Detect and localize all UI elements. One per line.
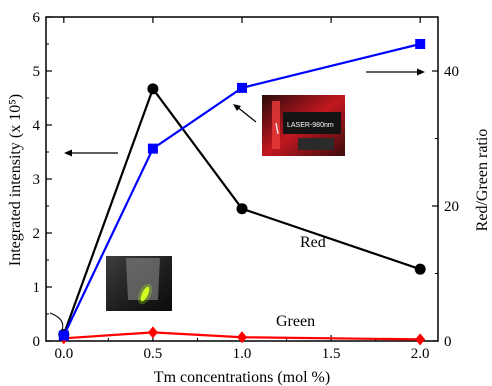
x-tick-label: 2.0 xyxy=(411,346,430,362)
right-y-tick-label: 20 xyxy=(444,199,459,215)
left-y-tick-label: 1 xyxy=(33,280,41,296)
x-tick-label: 0.0 xyxy=(54,346,73,362)
right-y-axis-label: Red/Green ratio xyxy=(474,129,491,232)
axis-ticks: 0.0 0.5 1.0 1.5 2.0 0 1 2 3 4 5 6 0 20 40 xyxy=(33,10,460,362)
red-emission-inset: LASER-980nm xyxy=(262,95,345,156)
left-y-tick-label: 5 xyxy=(33,64,41,80)
x-tick-label: 1.5 xyxy=(322,346,341,362)
left-y-tick-label: 6 xyxy=(33,10,41,26)
left-y-tick-label: 3 xyxy=(33,172,41,188)
right-y-tick-label: 0 xyxy=(444,334,452,350)
data-point-ratio xyxy=(415,39,426,49)
series-label-green: Green xyxy=(276,313,315,330)
series-line-red xyxy=(62,86,421,335)
series-line-ratio xyxy=(62,42,421,337)
green-emission-inset xyxy=(106,256,172,311)
data-point-green xyxy=(147,326,158,339)
x-tick-label: 0.5 xyxy=(144,346,163,362)
series-line-green xyxy=(63,331,421,341)
left-y-tick-label: 4 xyxy=(33,118,41,134)
data-point-red xyxy=(147,83,159,95)
series-label-red: Red xyxy=(300,234,326,251)
data-point-green xyxy=(237,331,247,344)
plot-frame xyxy=(45,16,439,342)
data-point-red xyxy=(236,203,248,215)
series-lines xyxy=(58,39,426,346)
data-point-green xyxy=(415,333,426,346)
data-point-ratio xyxy=(58,330,69,341)
x-tick-label: 1.0 xyxy=(233,346,252,362)
origin-pointer-arrow xyxy=(49,312,64,331)
inset-laser-label: LASER-980nm xyxy=(287,122,334,129)
left-y-tick-label: 0 xyxy=(33,334,41,350)
left-y-axis-label: Integrated intensity (x 10⁵) xyxy=(7,94,24,266)
inset-pointer-arrow xyxy=(233,104,257,123)
data-point-ratio xyxy=(237,82,247,93)
data-point-ratio xyxy=(147,143,158,154)
right-y-tick-label: 40 xyxy=(444,64,459,80)
left-axis-arrow xyxy=(64,149,118,157)
x-axis-label: Tm concentrations (mol %) xyxy=(154,369,330,386)
left-y-tick-label: 2 xyxy=(33,226,41,242)
data-point-red xyxy=(414,263,426,275)
right-axis-arrow xyxy=(366,68,425,76)
